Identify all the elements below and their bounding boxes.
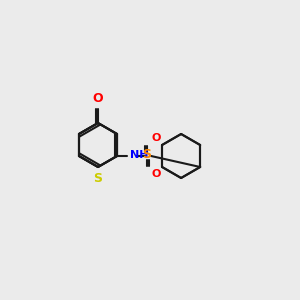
Text: O: O [151, 169, 160, 179]
Text: NH: NH [130, 150, 148, 160]
Text: S: S [142, 148, 152, 161]
Text: O: O [151, 133, 160, 143]
Text: S: S [94, 172, 103, 185]
Text: O: O [93, 92, 103, 105]
